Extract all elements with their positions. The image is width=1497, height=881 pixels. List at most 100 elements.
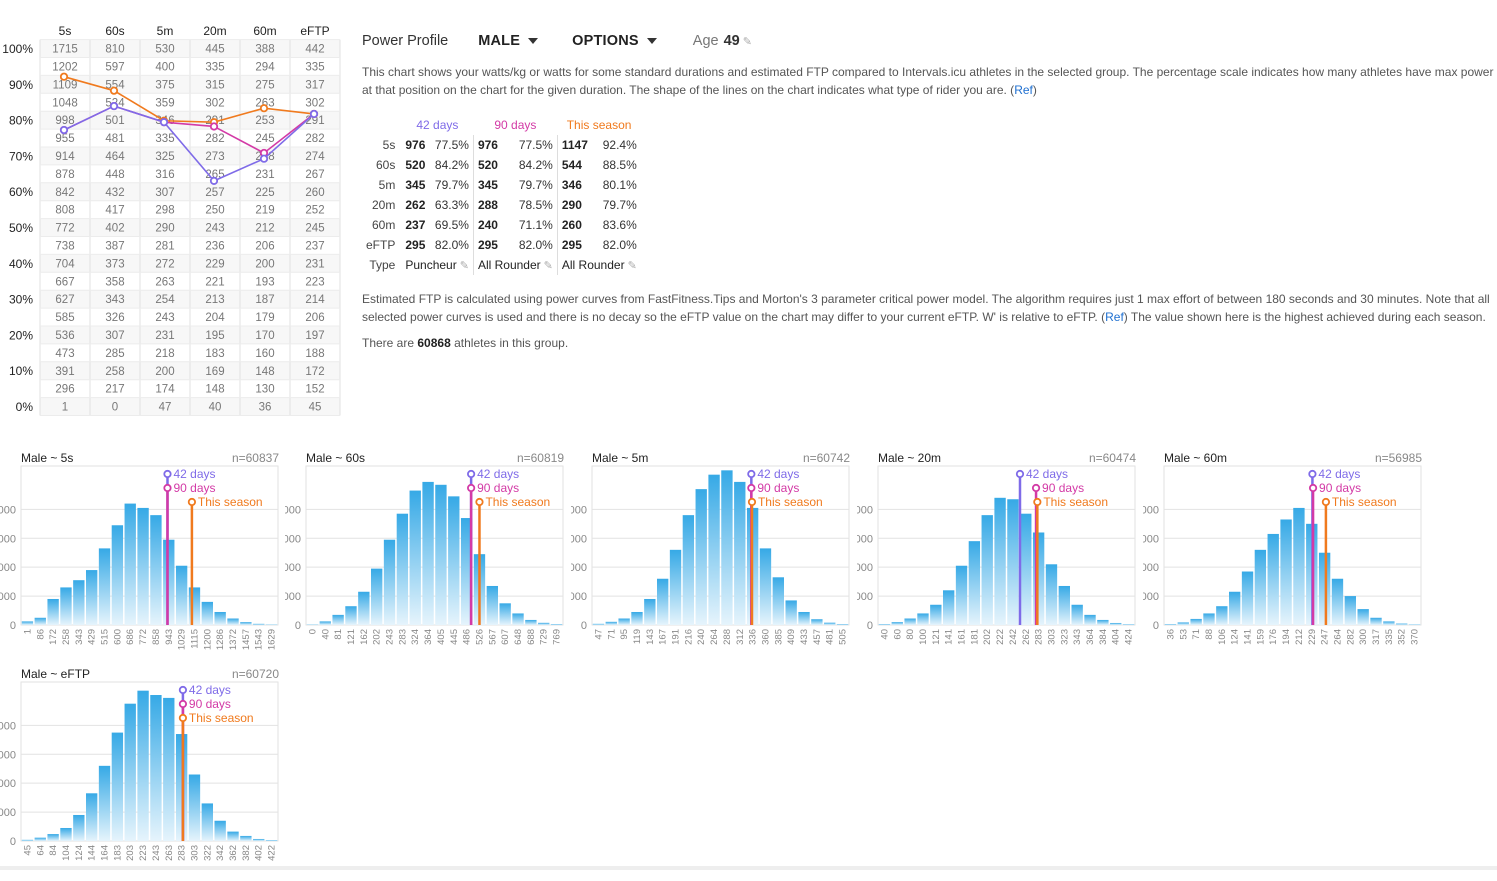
histogram-bar[interactable]	[371, 569, 382, 625]
point-42-days[interactable]	[311, 111, 317, 117]
marker-point-90-days[interactable]	[164, 485, 170, 491]
marker-point-this-season[interactable]	[189, 499, 195, 505]
marker-point-42-days[interactable]	[468, 471, 474, 477]
histogram-bar[interactable]	[1123, 624, 1134, 625]
histogram-bar[interactable]	[215, 612, 226, 625]
rider-type[interactable]: All Rounder✎	[557, 255, 640, 275]
rider-type[interactable]: All Rounder✎	[473, 255, 557, 275]
histogram-bar[interactable]	[86, 793, 97, 841]
histogram-bar[interactable]	[99, 548, 110, 625]
histogram-bar[interactable]	[1097, 620, 1108, 625]
point-42-days[interactable]	[61, 127, 67, 133]
gender-dropdown[interactable]: MALE	[478, 33, 538, 49]
histogram-bar[interactable]	[410, 491, 421, 625]
ref-link[interactable]: Ref	[1014, 83, 1033, 97]
pencil-icon[interactable]: ✎	[628, 259, 637, 272]
histogram-bar[interactable]	[125, 704, 136, 841]
histogram-bar[interactable]	[227, 832, 238, 841]
marker-point-this-season[interactable]	[180, 715, 186, 721]
histogram-bar[interactable]	[1020, 514, 1031, 625]
histogram-bar[interactable]	[593, 624, 604, 625]
histogram-bar[interactable]	[202, 803, 213, 841]
histogram-bar[interactable]	[176, 566, 187, 625]
histogram-bar[interactable]	[73, 580, 84, 625]
histogram-bar[interactable]	[837, 624, 848, 625]
histogram-bar[interactable]	[683, 515, 694, 625]
histogram-bar[interactable]	[1046, 564, 1057, 625]
histogram-bar[interactable]	[917, 613, 928, 625]
histogram-bar[interactable]	[500, 603, 511, 625]
histogram-bar[interactable]	[487, 586, 498, 625]
histogram-bar[interactable]	[137, 508, 148, 625]
histogram-bar[interactable]	[253, 624, 264, 625]
histogram-bar[interactable]	[1332, 579, 1343, 625]
histogram-bar[interactable]	[1110, 623, 1121, 625]
histogram-bar[interactable]	[879, 624, 890, 625]
histogram-bar[interactable]	[538, 623, 549, 625]
point-90-days[interactable]	[211, 123, 217, 129]
histogram-bar[interactable]	[1007, 499, 1018, 625]
marker-point-90-days[interactable]	[468, 485, 474, 491]
histogram-bar[interactable]	[189, 587, 200, 625]
marker-point-42-days[interactable]	[1309, 471, 1315, 477]
ref-link[interactable]: Ref	[1105, 310, 1124, 324]
histogram-bar[interactable]	[798, 612, 809, 625]
histogram-bar[interactable]	[1293, 508, 1304, 625]
histogram-bar[interactable]	[930, 605, 941, 625]
histogram-bar[interactable]	[734, 482, 745, 625]
histogram-bar[interactable]	[189, 775, 200, 841]
histogram-bar[interactable]	[150, 695, 161, 841]
marker-point-90-days[interactable]	[748, 485, 754, 491]
histogram-bar[interactable]	[240, 622, 251, 625]
histogram-bar[interactable]	[1319, 553, 1330, 625]
histogram-bar[interactable]	[708, 475, 719, 625]
histogram-bar[interactable]	[345, 606, 356, 625]
histogram-bar[interactable]	[1409, 624, 1420, 625]
point-42-days[interactable]	[161, 119, 167, 125]
histogram-bar[interactable]	[73, 815, 84, 841]
histogram-bar[interactable]	[1203, 613, 1214, 625]
marker-point-42-days[interactable]	[1017, 471, 1023, 477]
histogram-bar[interactable]	[657, 579, 668, 625]
histogram-bar[interactable]	[202, 602, 213, 625]
histogram-bar[interactable]	[397, 514, 408, 625]
histogram-bar[interactable]	[47, 834, 58, 841]
histogram-bar[interactable]	[721, 470, 732, 625]
histogram-bar[interactable]	[60, 587, 71, 625]
histogram-bar[interactable]	[227, 618, 238, 625]
histogram-bar[interactable]	[1072, 605, 1083, 625]
marker-point-this-season[interactable]	[1034, 499, 1040, 505]
histogram-bar[interactable]	[525, 620, 536, 625]
histogram-bar[interactable]	[618, 618, 629, 625]
histogram-bar[interactable]	[1345, 596, 1356, 625]
histogram-bar[interactable]	[811, 619, 822, 625]
histogram-bar[interactable]	[904, 618, 915, 625]
histogram-bar[interactable]	[60, 828, 71, 841]
histogram-bar[interactable]	[35, 618, 46, 625]
histogram-bar[interactable]	[1255, 550, 1266, 625]
histogram-bar[interactable]	[551, 624, 562, 625]
histogram-bar[interactable]	[956, 566, 967, 625]
histogram-bar[interactable]	[125, 504, 136, 625]
histogram-bar[interactable]	[240, 836, 251, 841]
histogram-bar[interactable]	[163, 698, 174, 841]
histogram-bar[interactable]	[358, 592, 369, 625]
marker-point-this-season[interactable]	[749, 499, 755, 505]
options-dropdown[interactable]: OPTIONS	[572, 33, 657, 49]
histogram-bar[interactable]	[760, 548, 771, 625]
histogram-bar[interactable]	[253, 839, 264, 841]
histogram-bar[interactable]	[320, 621, 331, 625]
histogram-bar[interactable]	[35, 838, 46, 841]
histogram-bar[interactable]	[1178, 622, 1189, 625]
histogram-bar[interactable]	[1165, 624, 1176, 625]
marker-point-90-days[interactable]	[1310, 485, 1316, 491]
histogram-bar[interactable]	[982, 515, 993, 625]
histogram-bar[interactable]	[969, 541, 980, 625]
point-42-days[interactable]	[261, 155, 267, 161]
histogram-bar[interactable]	[644, 599, 655, 625]
histogram-bar[interactable]	[1268, 534, 1279, 625]
histogram-bar[interactable]	[943, 590, 954, 625]
point-42-days[interactable]	[211, 178, 217, 184]
point-this-season[interactable]	[61, 74, 67, 80]
histogram-bar[interactable]	[786, 600, 797, 625]
